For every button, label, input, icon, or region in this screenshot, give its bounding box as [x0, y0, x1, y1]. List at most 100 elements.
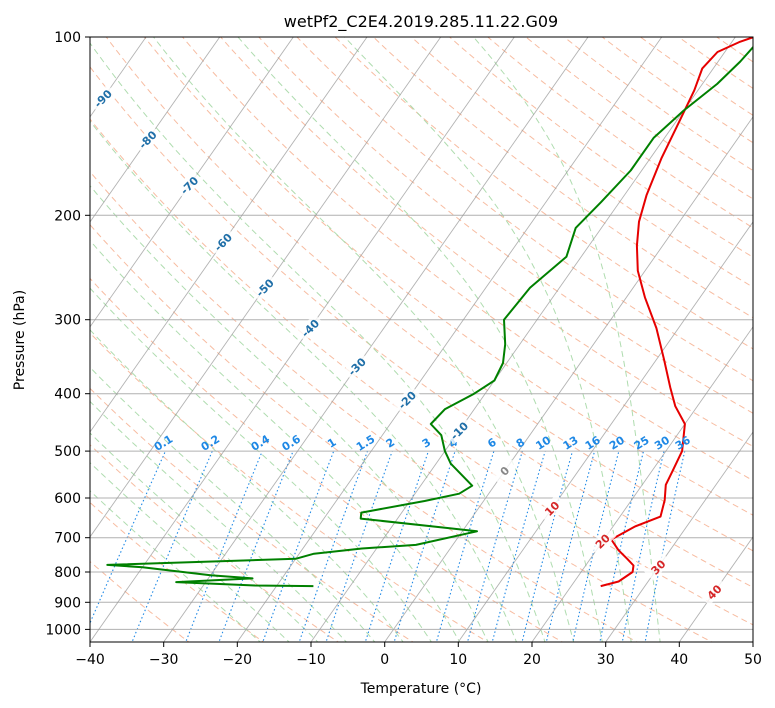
mixing-ratio-label: 16	[583, 433, 603, 452]
moist-adiabat-line	[90, 366, 376, 642]
dry-adiabat-line	[258, 37, 753, 414]
y-tick-label: 500	[54, 444, 81, 460]
dry-adiabat-line	[296, 37, 753, 382]
mixing-ratio-line	[621, 450, 665, 642]
y-tick-label: 300	[54, 313, 81, 329]
isotherm-line	[752, 641, 753, 642]
dry-adiabat-line	[90, 170, 713, 642]
profile-series	[106, 37, 753, 588]
moist-adiabat-line	[90, 461, 290, 642]
isotherm-label-bg	[588, 527, 617, 555]
mixing-ratio-line	[325, 450, 393, 642]
mixing-ratio-line	[218, 450, 294, 642]
dry-adiabat-line	[525, 37, 753, 200]
moist-adiabat-line	[90, 120, 518, 642]
plot-frame	[89, 36, 754, 643]
mixing-ratio-line	[491, 450, 546, 642]
mixing-ratio-label: 3	[420, 436, 433, 451]
chart-title: wetPf2_C2E4.2019.285.11.22.G09	[284, 12, 558, 32]
x-tick-label: −10	[296, 652, 326, 668]
y-tick-label: 900	[54, 595, 81, 611]
moist-adiabat-line	[90, 184, 489, 642]
isotherm-label-bg	[250, 273, 279, 302]
y-tick-label: 400	[54, 387, 81, 403]
y-tick-label: 600	[54, 491, 81, 507]
dry-adiabat-line	[90, 444, 340, 642]
isotherm-line	[531, 326, 753, 642]
moist-adiabat-line	[90, 400, 348, 642]
mixing-ratio-line	[90, 450, 166, 625]
mixing-ratio-label: 10	[533, 433, 553, 452]
isotherm-line	[678, 536, 753, 642]
x-axis: −40 −30 −20 −10 0 10 20 30 40 50	[75, 642, 762, 668]
mixing-ratio-line	[644, 450, 686, 642]
dry-adiabat-line	[334, 37, 753, 350]
mixing-ratio-line	[393, 450, 456, 642]
isotherm-label-bg	[296, 313, 324, 342]
dewpoint-profile-line	[106, 45, 753, 588]
y-axis-label: Pressure (hPa)	[12, 290, 28, 390]
dry-adiabat-line	[410, 37, 753, 288]
isotherm-label-bg	[537, 494, 566, 522]
mixing-ratio-line	[131, 450, 213, 642]
mixing-ratio-line	[572, 450, 620, 642]
y-tick-label: 1000	[45, 622, 81, 638]
dry-adiabat-line	[448, 37, 753, 258]
x-tick-label: 10	[449, 652, 467, 668]
dry-adiabat-line	[90, 332, 489, 642]
isotherm-line	[90, 37, 221, 223]
y-tick-label: 200	[54, 208, 81, 224]
mixing-ratio-label: 20	[607, 433, 627, 452]
isotherm-line	[0, 24, 8, 645]
isotherm-label-bg	[342, 352, 371, 381]
x-tick-label: 30	[597, 652, 615, 668]
isotherm-label-bg	[90, 84, 117, 112]
mixing-ratio-line	[262, 450, 335, 642]
isotherm-line	[457, 221, 753, 642]
isotherm-line	[384, 116, 753, 642]
y-tick-label: 700	[54, 531, 81, 547]
mixing-ratio-line	[545, 450, 596, 642]
dry-adiabat-line	[220, 37, 753, 447]
dry-adiabat-line	[601, 37, 753, 144]
isotherm-label-bg	[644, 553, 672, 581]
dry-adiabat-line	[487, 37, 753, 229]
dry-adiabat-line	[90, 66, 753, 588]
y-tick-label: 800	[54, 565, 81, 581]
isotherm-line	[236, 37, 663, 642]
dry-adiabat-line	[715, 37, 753, 63]
isotherm-line	[90, 37, 368, 433]
isotherm-label-bg	[490, 456, 519, 485]
x-tick-label: 0	[380, 652, 389, 668]
mixing-ratio-label: 0.6	[280, 432, 304, 454]
mixing-ratio-line	[599, 450, 645, 642]
x-tick-label: 40	[670, 652, 688, 668]
isotherm-line	[605, 431, 753, 642]
isotherm-line	[90, 37, 294, 328]
y-axis: 100 200 300 400 500 600 700 800 900 1000	[45, 30, 90, 638]
moist-adiabat-line	[344, 37, 632, 642]
isotherm-label-bg	[208, 228, 237, 256]
mixing-ratio-label: 6	[485, 435, 499, 450]
isotherm-label-bg	[133, 125, 162, 154]
temperature-profile-line	[600, 37, 753, 588]
y-tick-label: 100	[54, 30, 81, 46]
grid-lines	[0, 24, 753, 645]
x-tick-label: −40	[75, 652, 105, 668]
x-tick-label: 50	[744, 652, 762, 668]
mixing-ratio-label: 25	[632, 434, 652, 453]
mixing-ratio-label: 30	[652, 433, 672, 452]
dry-adiabat-line	[90, 387, 414, 642]
isotherm-line	[310, 37, 736, 642]
dry-adiabat-line	[105, 37, 753, 552]
x-axis-label: Temperature (°C)	[360, 681, 482, 697]
isotherm-label-bg	[392, 385, 421, 414]
x-tick-label: −20	[223, 652, 253, 668]
dry-adiabat-line	[639, 37, 753, 116]
moist-adiabat-line	[90, 329, 404, 642]
dry-adiabat-line	[181, 37, 753, 482]
mixing-ratio-line	[521, 450, 574, 642]
isotherm-label-bg	[175, 171, 203, 199]
dry-adiabat-line	[736, 24, 775, 645]
